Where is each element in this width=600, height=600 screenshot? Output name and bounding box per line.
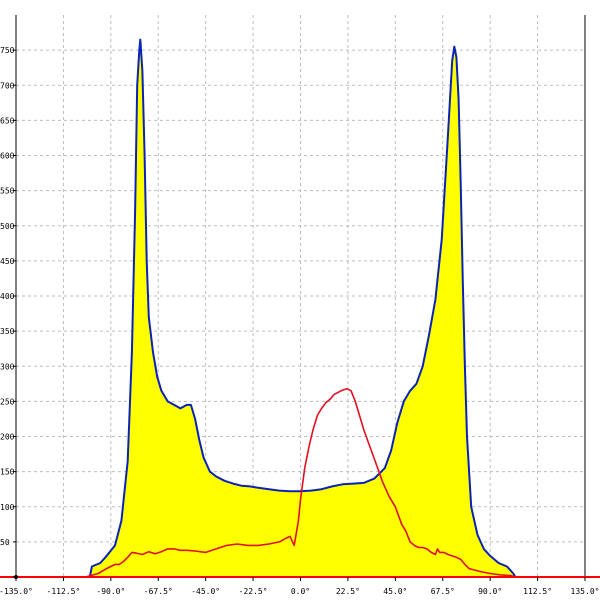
x-tick-label-3: -67.5° [144, 587, 173, 596]
series-1-line [88, 38, 517, 578]
y-tick-label-2: 100 [0, 503, 15, 512]
x-tick-label-7: 22.5° [336, 587, 360, 596]
y-tick-label-6: 300 [0, 362, 15, 371]
series-2-line [85, 387, 516, 578]
x-tick-label-0: -135.0° [0, 587, 33, 596]
y-tick-label-13: 650 [0, 116, 15, 125]
y-tick-label-4: 200 [0, 433, 15, 442]
x-tick-label-12: 135.0° [571, 587, 600, 596]
y-tick-label-14: 700 [0, 81, 15, 90]
y-tick-label-1: 50 [0, 538, 10, 547]
x-tick-label-10: 90.0° [478, 587, 502, 596]
x-tick-label-6: 0.0° [291, 587, 310, 596]
series-1-area [89, 39, 516, 578]
y-tick-label-5: 250 [0, 397, 15, 406]
y-tick-label-3: 150 [0, 468, 15, 477]
x-tick-label-9: 67.5° [431, 587, 455, 596]
y-tick-label-11: 550 [0, 187, 15, 196]
x-tick-label-8: 45.0° [383, 587, 407, 596]
y-tick-label-8: 400 [0, 292, 15, 301]
y-tick-label-7: 350 [0, 327, 15, 336]
y-tick-label-9: 450 [0, 257, 15, 266]
x-tick-label-2: -90.0° [96, 587, 125, 596]
x-tick-label-1: -112.5° [47, 587, 81, 596]
x-tick-label-5: -22.5° [239, 587, 268, 596]
x-tick-label-11: 112.5° [523, 587, 552, 596]
y-tick-label-15: 750 [0, 46, 15, 55]
x-tick-label-4: -45.0° [191, 587, 220, 596]
origin-marker [14, 575, 18, 579]
y-tick-label-12: 600 [0, 152, 15, 161]
y-tick-label-10: 500 [0, 222, 15, 231]
